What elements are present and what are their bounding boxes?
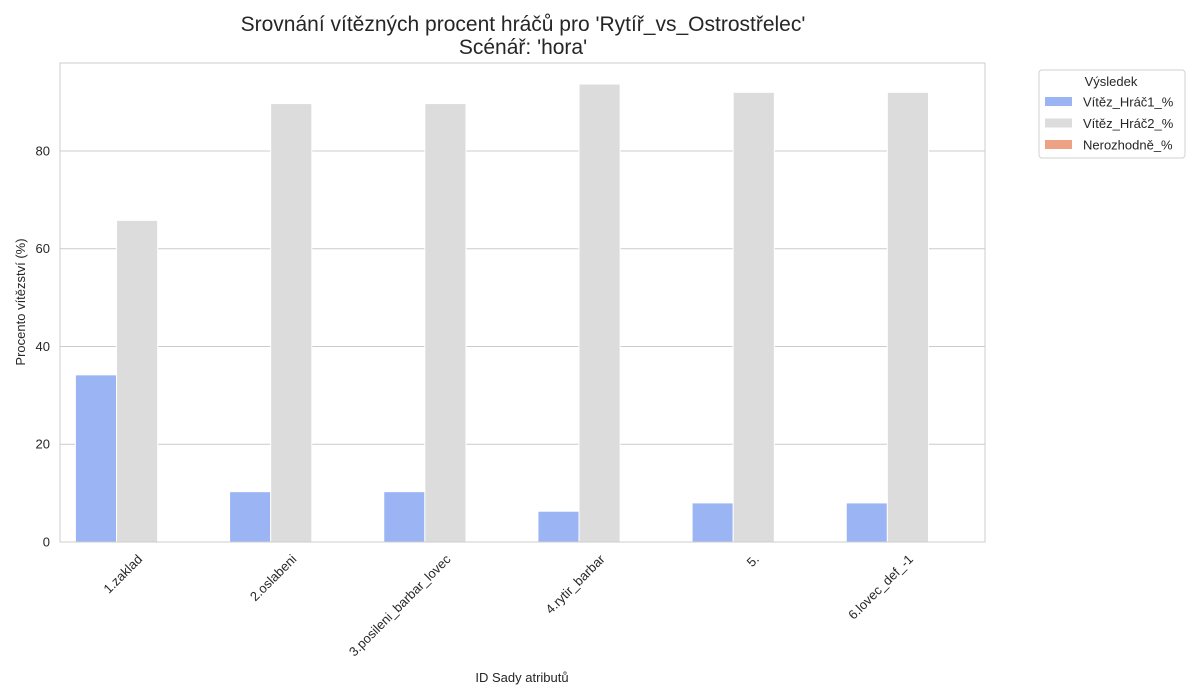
bar	[229, 491, 272, 543]
bar	[578, 83, 621, 543]
bar	[732, 91, 775, 543]
x-tick-label: 5.	[744, 552, 762, 570]
chart-title: Srovnání vítězných procent hráčů pro 'Ry…	[241, 13, 806, 36]
legend: Výsledek Vítěz_Hráč1_% Vítěz_Hráč2_% Neroz…	[1038, 69, 1186, 159]
y-tick-label: 20	[36, 437, 50, 452]
bar	[116, 219, 159, 543]
legend-swatch	[1045, 140, 1072, 149]
y-axis-label: Procento vítězství (%)	[13, 238, 28, 365]
y-tick-label: 60	[36, 241, 50, 256]
y-tick-label: 40	[36, 339, 50, 354]
bar	[691, 502, 734, 543]
x-tick-label: 4.rytir_barbar	[542, 551, 608, 617]
bar	[270, 103, 313, 543]
x-axis-label: ID Sady atributů	[475, 670, 568, 685]
bar	[383, 491, 426, 543]
legend-item-label: Vítěz_Hráč1_%	[1083, 95, 1174, 110]
y-tick-label: 0	[43, 535, 50, 550]
legend-title: Výsledek	[1085, 74, 1138, 89]
plot-area	[59, 62, 986, 543]
x-tick-label: 2.oslabeni	[247, 551, 300, 604]
bar	[74, 374, 118, 543]
legend-swatch	[1045, 97, 1072, 106]
y-tick-label: 80	[36, 143, 50, 158]
x-tick-label: 6.lovec_def_-1	[845, 552, 916, 623]
legend-item-label: Nerozhodně_%	[1083, 138, 1173, 153]
bar	[845, 502, 888, 543]
x-tick-label: 3.posileni_barbar_lovec	[346, 551, 454, 659]
bar	[886, 91, 929, 543]
bar	[537, 510, 580, 543]
legend-swatch	[1045, 118, 1072, 128]
chart-subtitle: Scénář: 'hora'	[459, 36, 587, 59]
bar	[424, 103, 467, 543]
legend-item-label: Vítěz_Hráč2_%	[1083, 116, 1174, 131]
x-tick-label: 1.zaklad	[100, 552, 145, 597]
legend-frame	[1038, 69, 1186, 159]
